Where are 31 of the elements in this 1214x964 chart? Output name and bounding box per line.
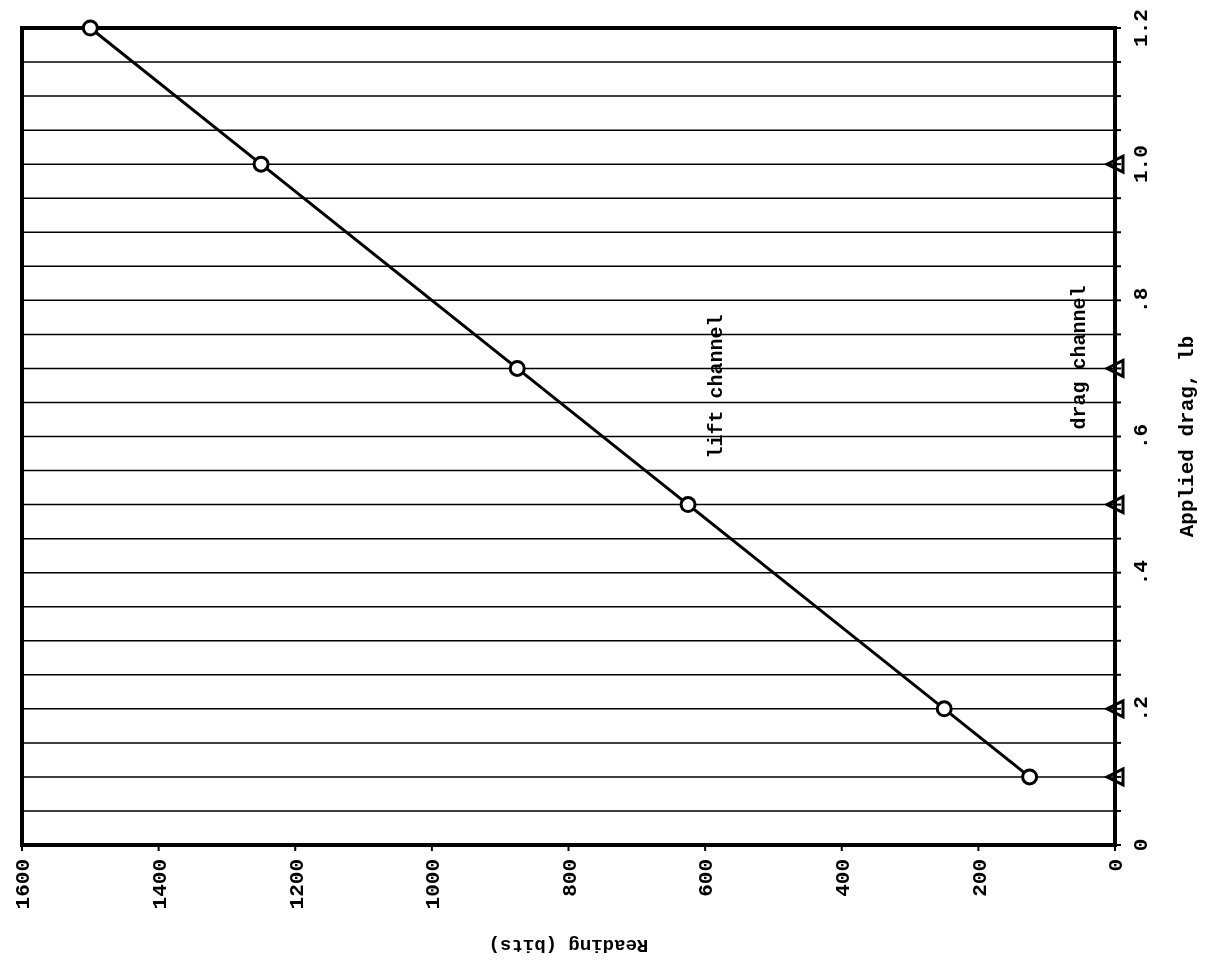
y-tick-label: 1.0 (1130, 145, 1153, 184)
y-tick-label: .6 (1130, 423, 1153, 450)
x-tick-label: 1000 (422, 859, 446, 910)
y-tick-label: 1.2 (1130, 9, 1153, 47)
x-tick-label: 800 (558, 859, 582, 897)
y-tick-label: .8 (1130, 287, 1153, 313)
point (1105, 495, 1125, 515)
point (1105, 154, 1125, 174)
x-tick-label: 200 (968, 859, 992, 897)
y-tick-label: .4 (1130, 560, 1153, 586)
x-tick-label: 1400 (148, 859, 172, 910)
point (1105, 767, 1125, 787)
point (252, 155, 270, 173)
point (1105, 358, 1125, 378)
x-tick-label: 0 (1105, 859, 1129, 872)
y-tick-label: 0 (1130, 838, 1153, 852)
point (508, 359, 526, 377)
x-tick-label: 1600 (12, 859, 36, 910)
point (935, 700, 953, 718)
point (1021, 768, 1039, 786)
y-axis-title: Applied drag, lb (1176, 335, 1199, 538)
x-tick-label: 600 (695, 859, 719, 897)
point (81, 19, 99, 37)
x-tick-label: 400 (832, 859, 856, 897)
x-axis-title: Reading (bits) (488, 934, 649, 956)
y-tick-label: .2 (1130, 696, 1153, 722)
point (679, 496, 697, 514)
text: drag channel (1068, 285, 1091, 430)
x-tick-label: 1200 (285, 859, 309, 910)
text: lift channel (705, 314, 729, 459)
point (1105, 699, 1125, 719)
